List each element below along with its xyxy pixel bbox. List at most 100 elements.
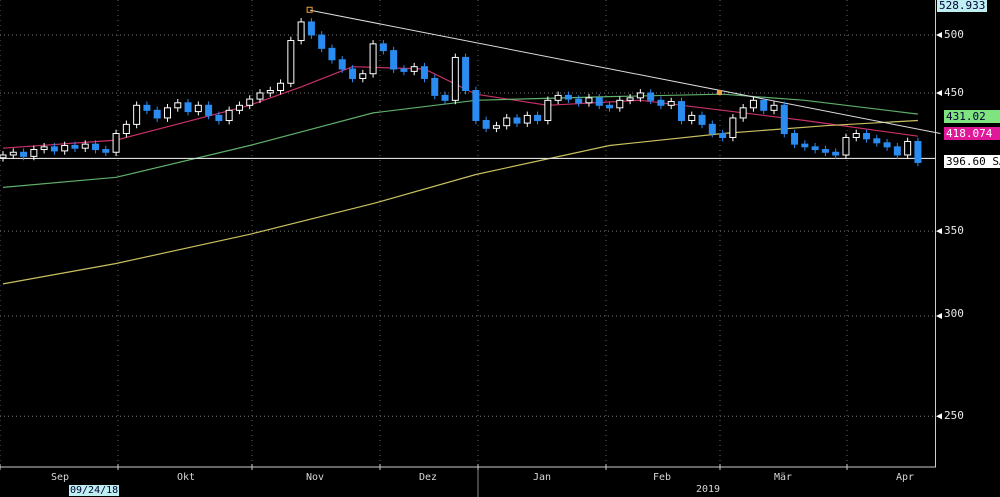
candle-down xyxy=(708,123,716,135)
candle-up xyxy=(9,151,17,156)
ma-long-line xyxy=(2,119,918,285)
candle-up xyxy=(739,107,747,119)
candle-down xyxy=(205,104,213,116)
candle-down xyxy=(513,117,521,124)
y-tick-label: 300 xyxy=(944,307,964,320)
candle-up xyxy=(174,102,182,109)
candle-down xyxy=(184,102,192,113)
candle-up xyxy=(297,21,305,42)
candle-down xyxy=(863,133,871,140)
ma-short-line xyxy=(2,66,918,149)
candle-down xyxy=(575,98,583,104)
candle-up xyxy=(492,125,500,129)
candle-down xyxy=(379,43,387,52)
y-tick-label: 500 xyxy=(944,28,964,41)
year-label: 2019 xyxy=(696,484,721,495)
candle-up xyxy=(133,104,141,125)
candle-up xyxy=(729,117,737,138)
candle-down xyxy=(349,68,357,79)
start-date-label: 09/24/18 xyxy=(69,485,120,496)
candle-up xyxy=(0,154,7,159)
y-tick-marker xyxy=(936,32,942,38)
candle-down xyxy=(143,104,151,111)
candle-down xyxy=(462,56,470,92)
trendline-anchor xyxy=(306,6,313,13)
candle-up xyxy=(256,92,264,100)
candle-down xyxy=(482,120,490,129)
ma-mid-value-label: 431.02 xyxy=(944,110,1000,123)
candle-up xyxy=(246,98,254,106)
candle-up xyxy=(359,73,367,79)
candle-down xyxy=(318,34,326,49)
high-value-label: 528.933 xyxy=(937,0,988,12)
ma-short-value-label: 418.074 xyxy=(944,127,1000,140)
month-label: Nov xyxy=(305,472,325,483)
candle-down xyxy=(801,143,809,148)
candle-up xyxy=(636,92,644,99)
candle-up xyxy=(266,90,274,94)
candle-up xyxy=(369,43,377,75)
candle-down xyxy=(832,151,840,156)
candle-down xyxy=(595,97,603,106)
candle-up xyxy=(194,104,202,113)
candle-down xyxy=(698,114,706,125)
trendline-anchor xyxy=(717,90,722,95)
month-label: Jan xyxy=(532,472,552,483)
candle-up xyxy=(40,146,48,151)
candle-up xyxy=(81,143,89,149)
y-tick-label: 250 xyxy=(944,409,964,422)
candle-up xyxy=(277,82,285,92)
candle-down xyxy=(472,90,480,122)
candle-up xyxy=(451,56,459,101)
candle-up xyxy=(30,149,38,157)
candle-down xyxy=(647,92,655,101)
candle-up xyxy=(904,140,912,156)
candle-down xyxy=(914,140,922,163)
ma-mid-line xyxy=(2,93,918,188)
last-price-label: 396.60 SALM xyxy=(944,155,1000,168)
candle-up xyxy=(503,117,511,127)
candle-down xyxy=(677,101,685,122)
candle-down xyxy=(719,133,727,138)
candle-down xyxy=(606,104,614,109)
candle-down xyxy=(821,149,829,153)
month-label: Apr xyxy=(895,472,915,483)
month-label: Okt xyxy=(176,472,196,483)
candle-down xyxy=(215,114,223,122)
candle-down xyxy=(71,144,79,149)
candle-up xyxy=(235,104,243,111)
candle-down xyxy=(92,143,100,151)
candle-down xyxy=(791,133,799,145)
candle-up xyxy=(61,144,69,152)
candle-down xyxy=(153,109,161,119)
candle-up xyxy=(626,97,634,101)
candle-down xyxy=(400,68,408,72)
candle-up xyxy=(544,99,552,122)
candle-down xyxy=(338,59,346,70)
candle-down xyxy=(328,47,336,61)
candle-up xyxy=(554,94,562,101)
candle-down xyxy=(811,146,819,151)
y-tick-marker xyxy=(936,228,942,235)
y-tick-marker xyxy=(936,89,942,96)
candle-up xyxy=(112,133,120,153)
month-label: Feb xyxy=(652,472,672,483)
candle-down xyxy=(534,114,542,122)
y-tick-marker xyxy=(936,312,942,319)
candle-down xyxy=(873,138,881,144)
candle-up xyxy=(225,109,233,122)
y-tick-label: 450 xyxy=(944,86,964,99)
trendline xyxy=(310,9,941,135)
month-label: Mär xyxy=(773,472,793,483)
candle-up xyxy=(287,40,295,84)
candle-up xyxy=(770,104,778,111)
candle-down xyxy=(883,142,891,148)
candle-down xyxy=(20,151,28,157)
candle-up xyxy=(523,114,531,124)
candle-down xyxy=(657,99,665,106)
candle-up xyxy=(585,97,593,104)
candle-down xyxy=(564,94,572,100)
candle-down xyxy=(102,149,110,153)
candle-up xyxy=(667,101,675,106)
